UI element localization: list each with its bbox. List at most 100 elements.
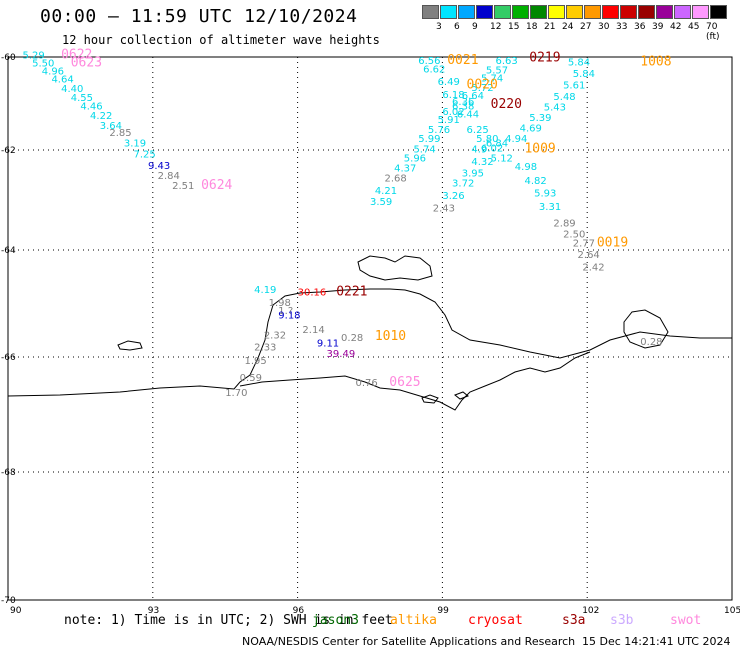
wave-height-value: 4.64 bbox=[51, 75, 73, 86]
scale-swatch bbox=[476, 5, 493, 19]
scale-swatch bbox=[674, 5, 691, 19]
wave-height-value: 9.11 bbox=[317, 338, 339, 349]
wave-height-value: 5.74 bbox=[481, 74, 503, 85]
pass-time-label: 0625 bbox=[389, 375, 420, 390]
wave-height-value: 2.84 bbox=[158, 171, 180, 182]
wave-height-value: 5.48 bbox=[553, 92, 575, 103]
pass-time-label: 0220 bbox=[491, 97, 522, 112]
wave-height-value: 5.76 bbox=[428, 125, 450, 136]
wave-height-value: 9.43 bbox=[148, 161, 170, 172]
wave-height-value: 1.95 bbox=[245, 356, 267, 367]
wave-height-value: 7.25 bbox=[133, 150, 155, 161]
wave-height-value: 9.18 bbox=[278, 310, 300, 321]
wave-height-value: 6.63 bbox=[495, 56, 517, 67]
pass-time-label: 1009 bbox=[524, 142, 555, 157]
wave-height-value: 2.50 bbox=[563, 230, 585, 241]
scale-tick-label: 12 bbox=[490, 22, 502, 32]
wave-height-value: 6.56 bbox=[418, 56, 440, 67]
wave-height-value: 3.26 bbox=[442, 191, 464, 202]
scale-tick-label: 45 bbox=[688, 22, 700, 32]
wave-height-value: 2.77 bbox=[573, 239, 595, 250]
wave-height-observations: 5.295.504.964.644.404.554.464.223.642.85… bbox=[22, 50, 662, 399]
wave-height-value: 1.98 bbox=[269, 298, 291, 309]
wave-height-value: 6.49 bbox=[438, 77, 460, 88]
wave-height-value: 4.82 bbox=[524, 176, 546, 187]
scale-swatch bbox=[692, 5, 709, 19]
wave-height-value: 5.99 bbox=[418, 134, 440, 145]
wave-height-value: 39.49 bbox=[327, 349, 356, 360]
wave-height-value: 4.55 bbox=[71, 93, 93, 104]
scale-tick-label: 15 bbox=[508, 22, 520, 32]
wave-height-value: 6.25 bbox=[467, 125, 489, 136]
wave-height-value: 6.02 bbox=[481, 144, 503, 155]
wave-height-value: 2.32 bbox=[264, 330, 286, 341]
pass-time-label: 0221 bbox=[336, 284, 367, 299]
scale-tick-label: 21 bbox=[544, 22, 556, 32]
longitude-label: 102 bbox=[582, 606, 599, 616]
footer-note: note: 1) Time is in UTC; 2) SWH is in fe… bbox=[64, 613, 393, 628]
legend-satellite-altika: altika bbox=[390, 613, 437, 628]
wave-height-value: 5.12 bbox=[491, 154, 513, 165]
scale-swatch bbox=[638, 5, 655, 19]
pass-time-label: 0019 bbox=[597, 236, 628, 251]
wave-height-value: 5.80 bbox=[476, 134, 498, 145]
generated-timestamp: 15 Dec 14:21:41 UTC 2024 bbox=[582, 635, 731, 648]
wave-height-value: 2.89 bbox=[553, 219, 575, 230]
scale-swatch bbox=[512, 5, 529, 19]
longitude-label: 96 bbox=[293, 606, 305, 616]
wave-height-value: 5.61 bbox=[563, 81, 585, 92]
wave-height-value: 6.38 bbox=[452, 102, 474, 113]
scale-swatch bbox=[440, 5, 457, 19]
chart-title: 00:00 – 11:59 UTC 12/10/2024 bbox=[40, 6, 358, 27]
wave-height-value: 6.84 bbox=[486, 139, 508, 150]
wave-height-value: 5.84 bbox=[573, 69, 595, 80]
latitude-label: -70 bbox=[1, 596, 16, 606]
latitude-label: -62 bbox=[1, 146, 16, 156]
scale-swatch bbox=[494, 5, 511, 19]
wave-height-value: 4.19 bbox=[254, 285, 276, 296]
scale-tick-label: 18 bbox=[526, 22, 538, 32]
wave-height-value: 4.98 bbox=[515, 162, 537, 173]
scale-swatch bbox=[566, 5, 583, 19]
wave-height-value: 2.51 bbox=[172, 181, 194, 192]
scale-tick-label: 27 bbox=[580, 22, 592, 32]
longitude-label: 105 bbox=[724, 606, 740, 616]
wave-height-value: 2.43 bbox=[433, 204, 455, 215]
longitude-label: 90 bbox=[10, 606, 22, 616]
wave-height-value: 4.32 bbox=[471, 157, 493, 168]
wave-height-value: 3.19 bbox=[124, 139, 146, 150]
wave-height-value: 3.72 bbox=[452, 179, 474, 190]
wave-height-value: 6.18 bbox=[442, 90, 464, 101]
scale-tick-label: 33 bbox=[616, 22, 628, 32]
wave-height-value: 0.28 bbox=[640, 337, 662, 348]
wave-height-value: 5.93 bbox=[534, 189, 556, 200]
wave-height-value: 6.02 bbox=[442, 107, 464, 118]
latitude-label: -64 bbox=[1, 246, 16, 256]
graticule: 90 93 96 99 102 105 -60 -62 -64 -66 -68 -70 bbox=[1, 53, 740, 616]
pass-time-label: 0622 bbox=[61, 47, 92, 62]
scale-swatch bbox=[602, 5, 619, 19]
wave-height-value: 5.91 bbox=[438, 115, 460, 126]
pass-time-label: 1010 bbox=[375, 329, 406, 344]
pass-time-label: 0624 bbox=[201, 178, 232, 193]
longitude-label: 93 bbox=[148, 606, 159, 616]
wave-height-value: 0.28 bbox=[341, 333, 363, 344]
wave-height-value: 5.84 bbox=[568, 57, 590, 68]
latitude-label: -68 bbox=[1, 468, 16, 478]
wave-height-value: 4.40 bbox=[61, 84, 83, 95]
legend-satellite-s3b: s3b bbox=[610, 613, 634, 628]
wave-height-value: 30.16 bbox=[298, 287, 327, 298]
wave-height-value: 4.69 bbox=[520, 123, 542, 134]
pass-time-label: 0020 bbox=[467, 78, 498, 93]
wave-height-value: 5.74 bbox=[413, 145, 435, 156]
scale-tick-label: 9 bbox=[472, 22, 478, 32]
legend-satellite-jason3: jason3 bbox=[312, 613, 359, 628]
legend-satellite-cryosat: cryosat bbox=[468, 613, 523, 628]
credit-line: NOAA/NESDIS Center for Satellite Applica… bbox=[242, 635, 576, 648]
wave-height-value: 2.64 bbox=[578, 250, 600, 261]
wave-height-value: 5.39 bbox=[529, 113, 551, 124]
wave-height-value: 5.29 bbox=[22, 50, 44, 61]
scale-tick-label: 42 bbox=[670, 22, 682, 32]
